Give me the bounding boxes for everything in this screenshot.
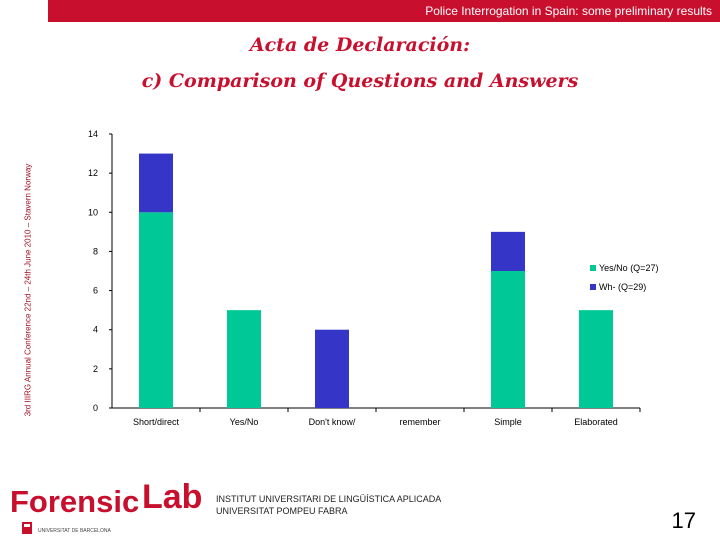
page-number: 17 <box>671 508 696 533</box>
logo-word-forensic: Forensic <box>10 484 139 519</box>
x-tick-label: Simple <box>494 417 522 427</box>
bar-segment <box>227 310 261 408</box>
x-tick-label: Yes/No <box>230 417 259 427</box>
stacked-bar-chart: 0 2 4 6 8 10 12 14 Short/direct Yes/No Don't know… <box>88 129 658 427</box>
bar-segment <box>491 231 525 271</box>
bar-segment <box>139 212 173 408</box>
logo-word-lab: Lab <box>142 478 202 516</box>
forensic-lab-logo: Forensic Lab UNIVERSITAT DE BARCELONA <box>10 478 202 534</box>
bar-segment <box>139 153 173 213</box>
legend-label: Yes/No (Q=27) <box>599 263 658 273</box>
x-tick-label: Short/direct <box>133 417 180 427</box>
y-tick-label: 14 <box>88 129 98 139</box>
slide-title: Acta de Declaración: <box>249 34 471 56</box>
logo-university-text: UNIVERSITAT DE BARCELONA <box>38 528 111 534</box>
university-crest-icon <box>22 522 32 534</box>
slide-subtitle: c) Comparison of Questions and Answers <box>141 70 579 92</box>
legend-label: Wh- (Q=29) <box>599 282 646 292</box>
y-tick-label: 2 <box>93 364 98 374</box>
y-tick-label: 0 <box>93 403 98 413</box>
x-tick-label: Don't know/ <box>309 417 356 427</box>
x-tick-label: Elaborated <box>574 417 618 427</box>
bar-segment <box>579 310 613 408</box>
y-tick-label: 12 <box>88 168 98 178</box>
y-tick-label: 10 <box>88 207 98 217</box>
header-bar: Police Interrogation in Spain: some prel… <box>48 0 720 22</box>
institute-footer: INSTITUT UNIVERSITARI DE LINGÜÍSTICA APL… <box>216 493 441 517</box>
bar-segment <box>491 271 525 408</box>
y-tick-label: 4 <box>93 325 98 335</box>
y-tick-label: 6 <box>93 286 98 296</box>
university-name: UNIVERSITAT POMPEU FABRA <box>216 506 348 516</box>
legend-swatch <box>590 284 596 290</box>
institute-name: INSTITUT UNIVERSITARI DE LINGÜÍSTICA APL… <box>216 494 442 504</box>
legend-swatch <box>590 265 596 271</box>
header-title: Police Interrogation in Spain: some prel… <box>425 4 712 18</box>
y-tick-label: 8 <box>93 246 98 256</box>
bar-segment <box>315 329 349 408</box>
x-tick-label: remember <box>399 417 440 427</box>
